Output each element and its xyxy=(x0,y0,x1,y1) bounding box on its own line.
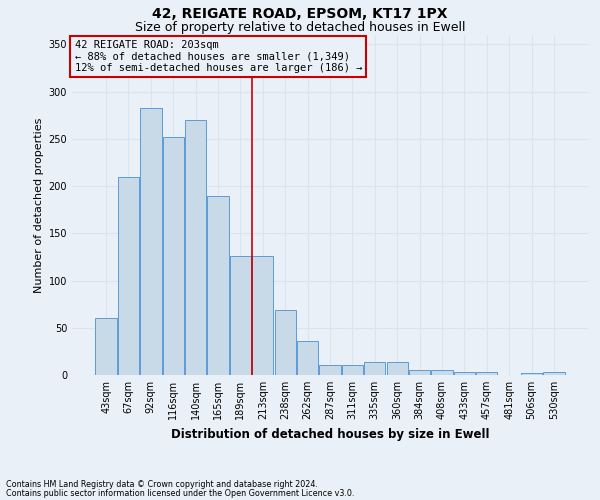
Bar xyxy=(252,256,274,375)
Bar xyxy=(409,370,430,375)
Bar xyxy=(476,372,497,375)
X-axis label: Distribution of detached houses by size in Ewell: Distribution of detached houses by size … xyxy=(171,428,489,440)
Bar xyxy=(521,373,542,375)
Bar xyxy=(275,310,296,375)
Bar xyxy=(342,364,363,375)
Bar xyxy=(118,176,139,375)
Text: 42 REIGATE ROAD: 203sqm
← 88% of detached houses are smaller (1,349)
12% of semi: 42 REIGATE ROAD: 203sqm ← 88% of detache… xyxy=(74,40,362,74)
Bar xyxy=(431,370,452,375)
Bar xyxy=(454,372,475,375)
Bar xyxy=(95,318,117,375)
Text: 42, REIGATE ROAD, EPSOM, KT17 1PX: 42, REIGATE ROAD, EPSOM, KT17 1PX xyxy=(152,8,448,22)
Bar xyxy=(163,137,184,375)
Bar xyxy=(230,256,251,375)
Text: Size of property relative to detached houses in Ewell: Size of property relative to detached ho… xyxy=(135,21,465,34)
Bar xyxy=(140,108,161,375)
Y-axis label: Number of detached properties: Number of detached properties xyxy=(34,118,44,292)
Bar xyxy=(297,341,318,375)
Text: Contains HM Land Registry data © Crown copyright and database right 2024.: Contains HM Land Registry data © Crown c… xyxy=(6,480,318,489)
Bar xyxy=(185,120,206,375)
Bar xyxy=(364,362,385,375)
Bar xyxy=(386,362,408,375)
Text: Contains public sector information licensed under the Open Government Licence v3: Contains public sector information licen… xyxy=(6,488,355,498)
Bar xyxy=(319,364,341,375)
Bar xyxy=(208,196,229,375)
Bar xyxy=(543,372,565,375)
